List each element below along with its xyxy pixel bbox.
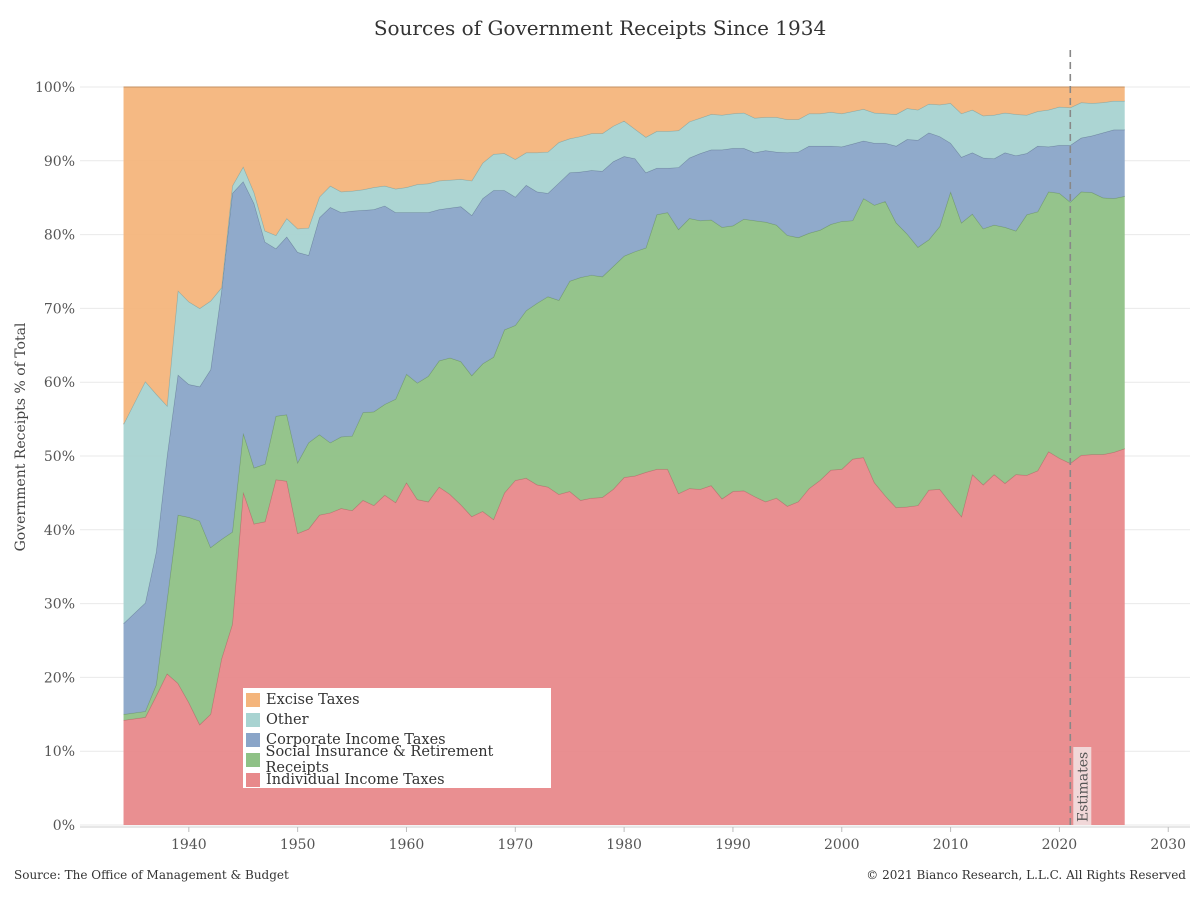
legend-label: Corporate Income Taxes bbox=[266, 732, 446, 748]
y-tick-label: 30% bbox=[44, 597, 75, 613]
x-tick-label: 2000 bbox=[824, 837, 860, 853]
legend-item-individual-income-taxes: Individual Income Taxes bbox=[243, 770, 551, 790]
y-tick-label: 0% bbox=[53, 818, 75, 834]
x-tick-label: 1990 bbox=[715, 837, 751, 853]
y-tick-label: 90% bbox=[44, 154, 75, 170]
y-tick-label: 40% bbox=[44, 523, 75, 539]
estimates-label-bg bbox=[1073, 747, 1092, 825]
y-tick-label: 60% bbox=[44, 375, 75, 391]
y-axis-title: Government Receipts % of Total bbox=[13, 322, 29, 551]
legend-item-excise-taxes: Excise Taxes bbox=[243, 690, 551, 710]
copyright-note: © 2021 Bianco Research, L.L.C. All Right… bbox=[866, 868, 1186, 882]
legend-label: Social Insurance & Retirement Receipts bbox=[265, 744, 494, 776]
x-tick-label: 1970 bbox=[497, 837, 533, 853]
legend-swatch bbox=[246, 693, 260, 707]
x-tick-label: 1940 bbox=[171, 837, 207, 853]
x-tick-label: 2030 bbox=[1150, 837, 1186, 853]
legend: Excise Taxes Other Corporate Income Taxes S… bbox=[243, 688, 551, 788]
legend-item-corporate-income-taxes: Corporate Income Taxes bbox=[243, 730, 551, 750]
area-excise-taxes bbox=[123, 87, 1125, 425]
legend-swatch bbox=[246, 713, 260, 727]
area-other bbox=[123, 101, 1125, 624]
y-tick-label: 100% bbox=[35, 80, 75, 96]
y-tick-label: 70% bbox=[44, 301, 75, 317]
x-tick-label: 1980 bbox=[606, 837, 642, 853]
y-tick-label: 50% bbox=[44, 449, 75, 465]
legend-swatch bbox=[246, 733, 260, 747]
area-corporate-income-taxes bbox=[123, 129, 1125, 715]
y-tick-label: 10% bbox=[44, 744, 75, 760]
x-tick-label: 1950 bbox=[280, 837, 316, 853]
legend-item-social-insurance-retirement-receipts: Social Insurance & Retirement Receipts bbox=[243, 744, 551, 776]
legend-item-other: Other bbox=[243, 710, 551, 730]
chart-title: Sources of Government Receipts Since 193… bbox=[373, 16, 827, 40]
estimates-annotation: Estimates bbox=[1069, 50, 1092, 827]
x-tick-label: 1960 bbox=[389, 837, 425, 853]
x-tick-label: 2010 bbox=[933, 837, 969, 853]
area-social-insurance-retirement-receipts bbox=[123, 191, 1125, 725]
source-note: Source: The Office of Management & Budge… bbox=[14, 868, 289, 882]
axes: 0% 10% 20% 30% 40% 50% 60% 70% 80% 90% 100% 1940 195… bbox=[13, 80, 1190, 853]
x-tick-label: 2020 bbox=[1042, 837, 1078, 853]
legend-label: Other bbox=[266, 712, 309, 728]
estimates-label: Estimates bbox=[1075, 752, 1091, 822]
legend-swatch bbox=[246, 773, 260, 787]
legend-label: Individual Income Taxes bbox=[266, 772, 445, 788]
legend-swatch bbox=[246, 753, 260, 767]
y-tick-label: 20% bbox=[44, 670, 75, 686]
legend-label: Excise Taxes bbox=[266, 692, 360, 708]
y-tick-label: 80% bbox=[44, 228, 75, 244]
